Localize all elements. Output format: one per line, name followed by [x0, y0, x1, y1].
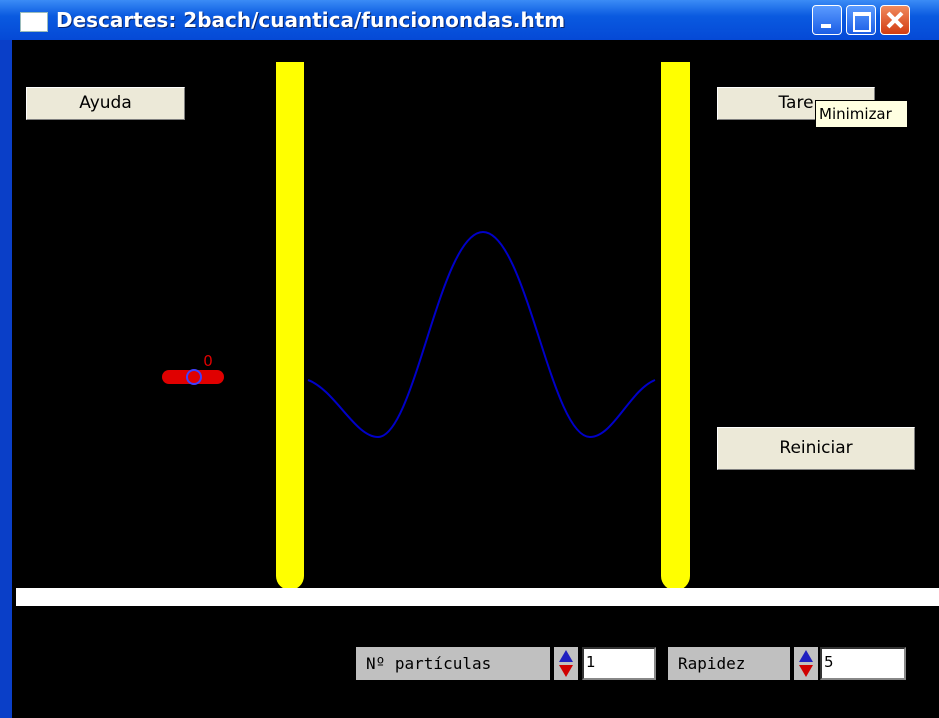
maximize-button[interactable]	[846, 5, 876, 35]
particle-label: 0	[203, 352, 213, 370]
tooltip: Minimizar	[815, 100, 908, 128]
right-wall-end	[661, 561, 690, 591]
title-bar: Descartes: 2bach/cuantica/funcionondas.h…	[0, 0, 939, 40]
help-button[interactable]: Ayuda	[26, 87, 185, 120]
particles-label: Nº partículas	[356, 647, 550, 680]
right-wall	[661, 62, 690, 576]
speed-label: Rapidez	[668, 647, 790, 680]
particle-packet	[162, 370, 224, 384]
reset-button[interactable]: Reiniciar	[717, 427, 915, 470]
floor-strip	[16, 588, 939, 606]
spinner-arrows	[559, 650, 573, 677]
particles-spinner[interactable]	[554, 647, 578, 680]
speed-spinner[interactable]	[794, 647, 818, 680]
left-wall-end	[276, 562, 304, 590]
particles-input[interactable]: 1	[582, 647, 656, 680]
window-icon	[20, 12, 48, 32]
speed-input[interactable]: 5	[820, 647, 906, 680]
close-icon	[886, 11, 904, 29]
close-button[interactable]	[880, 5, 910, 35]
left-wall	[276, 62, 304, 576]
minimize-button[interactable]	[812, 5, 842, 35]
spinner-arrows	[799, 650, 813, 677]
window-title: Descartes: 2bach/cuantica/funcionondas.h…	[56, 8, 566, 32]
wave-function	[307, 230, 656, 439]
particle	[186, 369, 202, 385]
